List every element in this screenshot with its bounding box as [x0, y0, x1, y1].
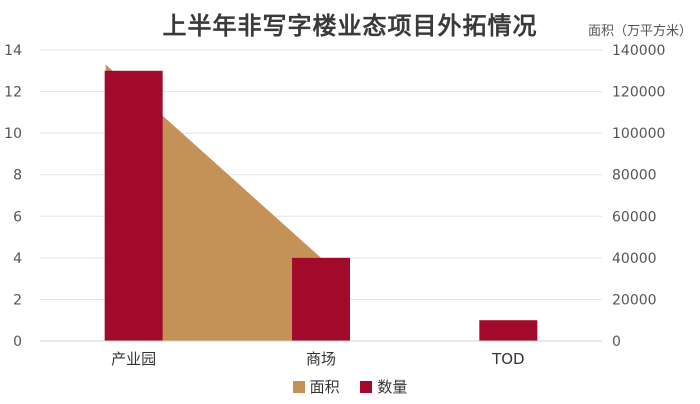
left-axis-tick-label: 14	[4, 43, 22, 59]
left-axis-tick-label: 8	[13, 168, 22, 184]
left-axis-tick-label: 4	[13, 251, 22, 267]
right-axis-tick-label: 100000	[612, 126, 665, 142]
category-label: 产业园	[111, 350, 156, 368]
left-axis-tick-label: 10	[4, 126, 22, 142]
right-axis-label: 面积（万平方米）	[587, 24, 692, 39]
category-label: 商场	[306, 350, 336, 368]
right-axis-tick-label: 0	[612, 334, 621, 350]
right-axis-tick-label: 140000	[612, 43, 665, 59]
bar-TOD	[479, 320, 538, 341]
right-axis-tick-label: 20000	[612, 292, 657, 308]
right-axis-tick-label: 40000	[612, 251, 657, 267]
left-axis-tick-label: 2	[13, 292, 22, 308]
left-axis-tick-label: 12	[4, 85, 22, 101]
left-axis-tick-label: 0	[13, 334, 22, 350]
chart-title: 上半年非写字楼业态项目外拓情况	[162, 12, 538, 40]
legend-swatch-count	[360, 380, 373, 393]
right-axis-tick-label: 80000	[612, 168, 657, 184]
right-axis-tick-label: 120000	[612, 85, 665, 101]
chart-legend: 面积 数量	[0, 376, 700, 397]
legend-item-count: 数量	[360, 376, 407, 397]
bar-产业园	[104, 70, 163, 342]
legend-item-area: 面积	[292, 376, 340, 397]
bar-商场	[292, 257, 350, 341]
legend-label-area: 面积	[309, 378, 340, 396]
legend-swatch-area	[292, 380, 305, 393]
category-label: TOD	[491, 350, 525, 368]
legend-label-count: 数量	[377, 378, 408, 396]
right-axis-tick-label: 60000	[612, 209, 657, 225]
left-axis-tick-label: 6	[13, 209, 22, 225]
